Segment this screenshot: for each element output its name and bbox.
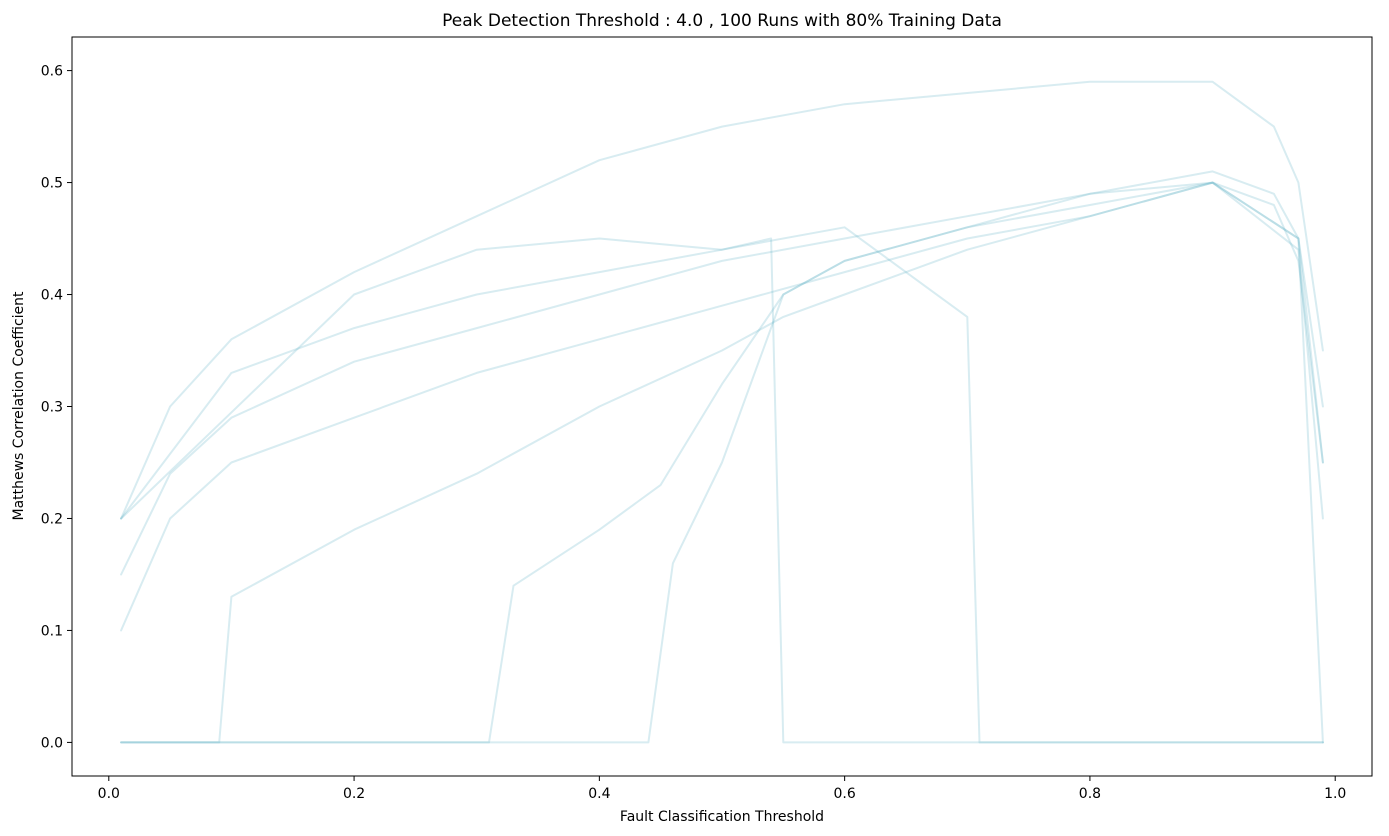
y-tick-label: 0.4 [41, 288, 63, 304]
run-line [120, 181, 1324, 632]
y-tick-label: 0.3 [41, 400, 63, 416]
x-tick-label: 0.2 [343, 786, 365, 802]
run-line [120, 80, 1324, 520]
x-tick-label: 0.4 [588, 786, 610, 802]
run-lines [120, 80, 1324, 744]
y-tick-label: 0.1 [41, 623, 63, 639]
x-tick-label: 0.6 [834, 786, 856, 802]
run-line [120, 237, 1324, 744]
plot-area-frame [71, 36, 1373, 777]
chart-title: Peak Detection Threshold : 4.0 , 100 Run… [442, 11, 1002, 31]
run-line [120, 181, 1324, 744]
run-line [120, 181, 1324, 744]
run-line [120, 226, 1324, 744]
x-tick-label: 0.0 [98, 786, 120, 802]
run-line [120, 181, 1324, 744]
y-axis-label: Matthews Correlation Coefficient [11, 291, 27, 521]
y-axis-ticks: 0.0 0.1 0.2 0.3 0.4 0.5 0.6 [41, 64, 72, 751]
y-tick-label: 0.5 [41, 176, 63, 192]
x-tick-label: 0.8 [1079, 786, 1101, 802]
x-axis-label: Fault Classification Threshold [620, 809, 824, 825]
y-tick-label: 0.0 [41, 735, 63, 751]
x-tick-label: 1.0 [1324, 786, 1346, 802]
y-tick-label: 0.6 [41, 64, 63, 80]
y-tick-label: 0.2 [41, 511, 63, 527]
x-axis-ticks: 0.0 0.2 0.4 0.6 0.8 1.0 [98, 776, 1346, 802]
run-line [120, 170, 1324, 576]
